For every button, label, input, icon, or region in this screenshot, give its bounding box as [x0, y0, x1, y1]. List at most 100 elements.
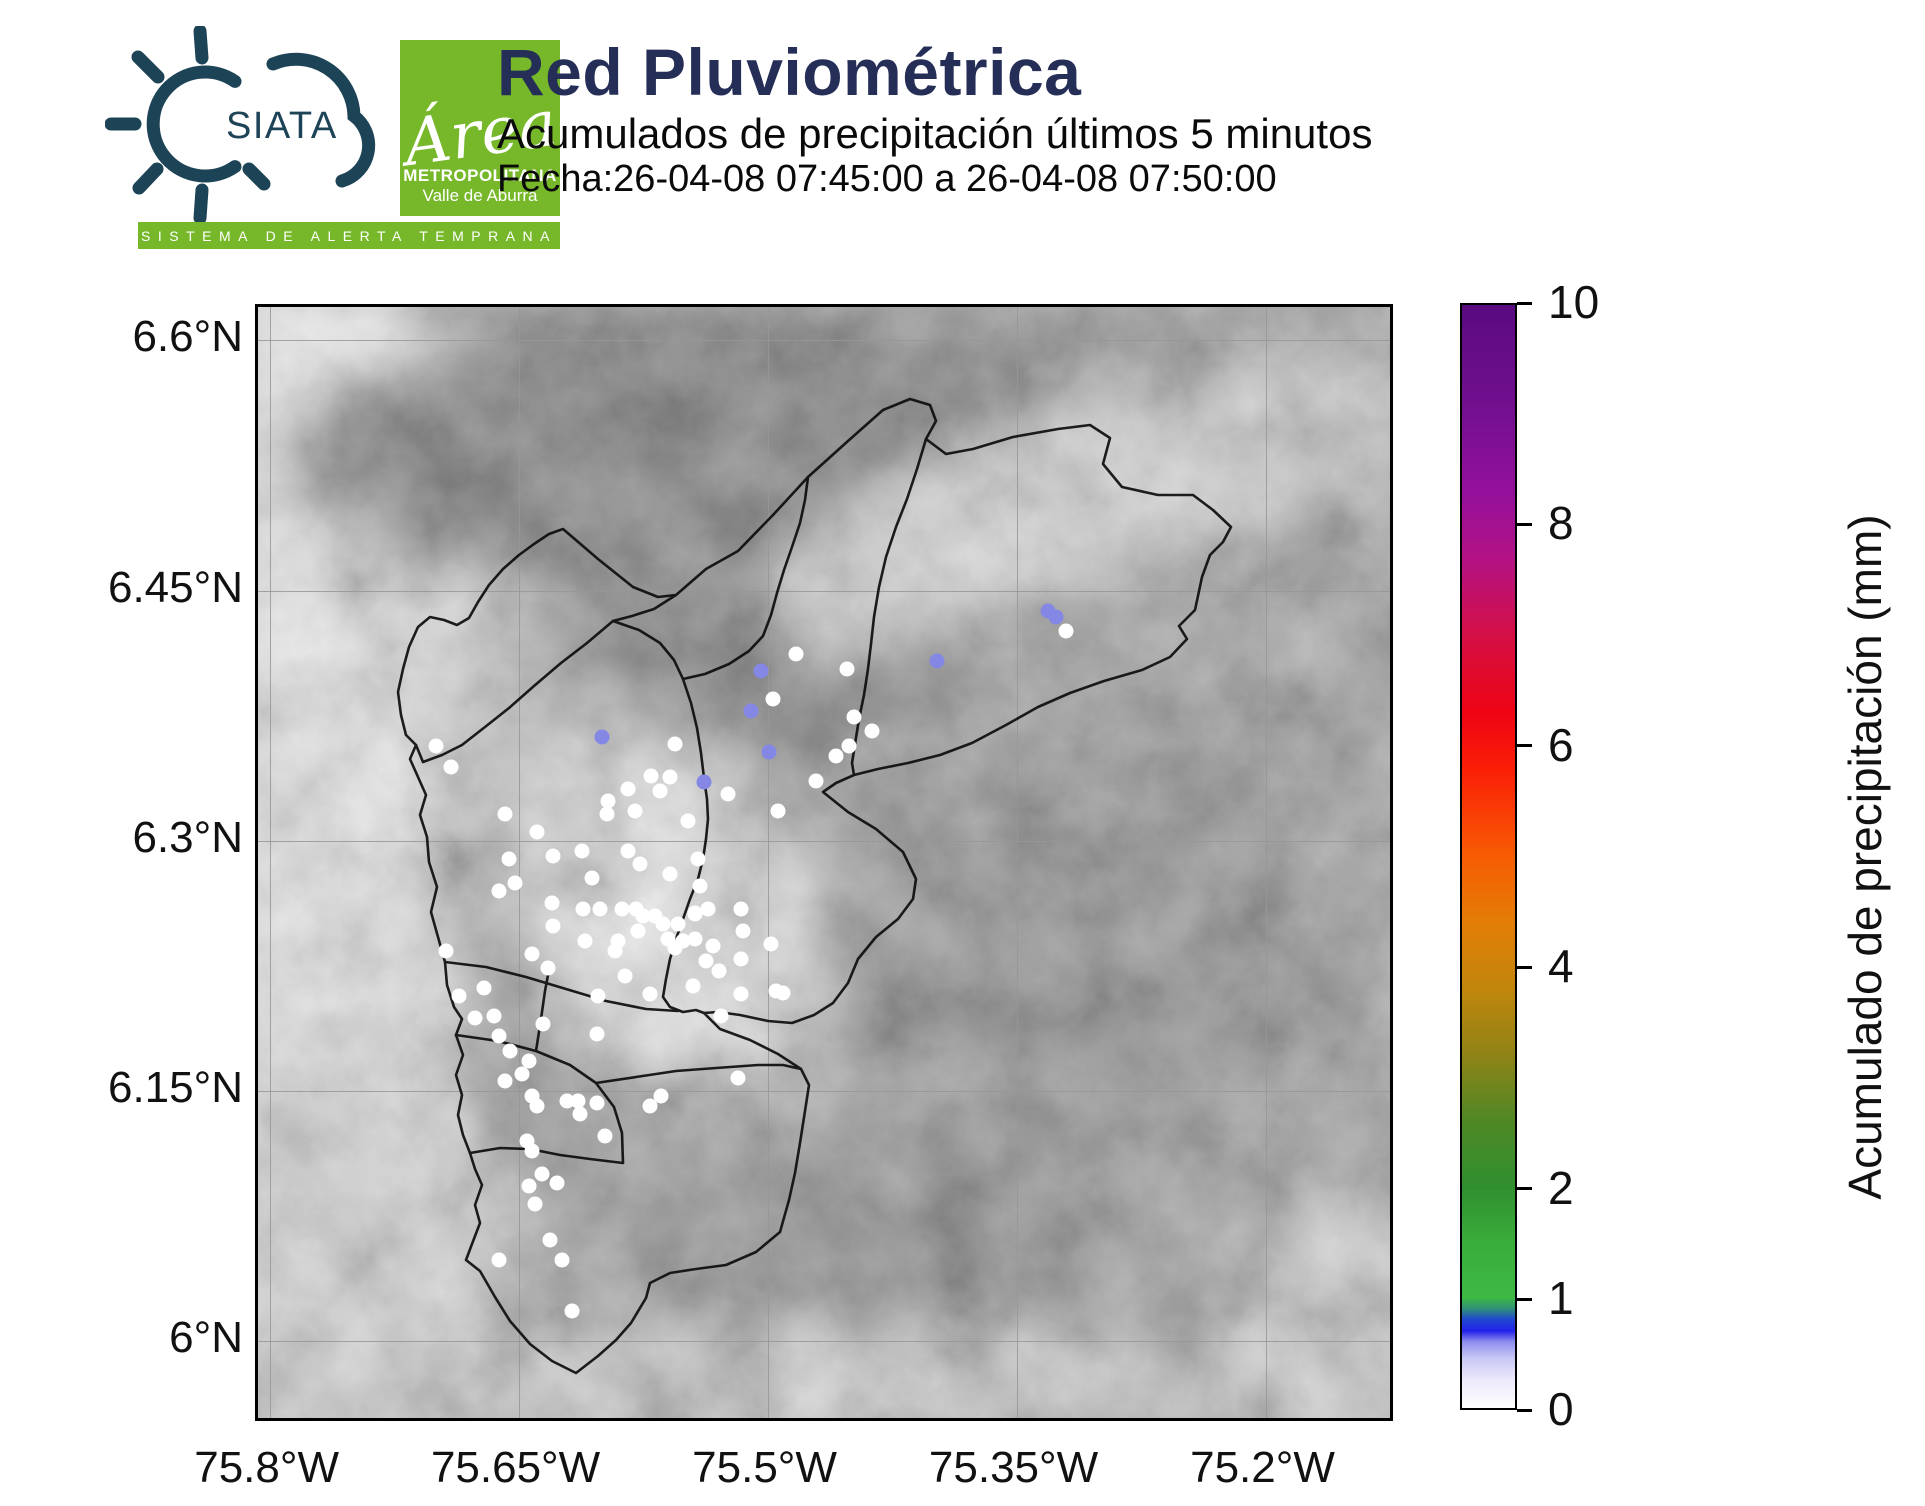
colorbar-tick-label: 6 — [1548, 718, 1574, 771]
colorbar-tick-label: 10 — [1548, 276, 1600, 328]
date-range: Fecha:26-04-08 07:45:00 a 26-04-08 07:50… — [497, 158, 1277, 200]
station-dot — [630, 923, 646, 939]
colorbar-tick-label: 4 — [1548, 940, 1574, 993]
station-dot — [451, 988, 467, 1004]
station-dot — [1058, 623, 1074, 639]
station-dot — [627, 803, 643, 819]
station-dot — [524, 946, 540, 962]
station-dot — [670, 916, 686, 932]
x-tick-label: 75.65°W — [430, 1443, 601, 1492]
y-tick-label: 6.15°N — [107, 1063, 243, 1113]
station-dot — [733, 901, 749, 917]
station-dot — [572, 1106, 588, 1122]
station-dot — [476, 980, 492, 996]
station-dot — [763, 936, 779, 952]
station-dot — [620, 843, 636, 859]
station-dot — [733, 986, 749, 1002]
station-dot — [594, 729, 610, 745]
station-dot — [592, 901, 608, 917]
gridline-v — [518, 307, 520, 1418]
station-dot — [692, 878, 707, 894]
station-dot — [808, 773, 824, 789]
station-dot — [542, 1232, 558, 1247]
station-dot — [502, 1043, 518, 1059]
station-dot — [770, 803, 786, 819]
gridline-v — [1016, 307, 1018, 1418]
station-dot — [643, 768, 659, 784]
station-dot — [614, 901, 629, 917]
colorbar-tick-label: 0 — [1548, 1383, 1574, 1435]
colorbar-tick-mark — [1517, 1408, 1532, 1412]
station-dot — [753, 663, 769, 679]
colorbar-tick-label: 1 — [1548, 1272, 1574, 1325]
colorbar-tick-label: 8 — [1548, 497, 1574, 550]
station-dot — [575, 901, 591, 917]
station-dot — [635, 908, 651, 924]
station-dot — [559, 1093, 575, 1109]
station-dot — [507, 875, 523, 891]
station-dot — [564, 1303, 580, 1319]
station-dot — [574, 843, 590, 859]
station-dot — [667, 736, 683, 752]
station-dot — [497, 806, 513, 822]
station-dot — [527, 1196, 543, 1212]
station-dot — [828, 748, 844, 764]
station-dot — [687, 905, 703, 921]
station-dot — [428, 738, 444, 754]
colorbar-tick-mark — [1517, 522, 1532, 526]
gridline-h — [258, 840, 1390, 842]
station-dot — [620, 781, 636, 797]
station-dot — [577, 933, 593, 949]
station-dot — [662, 769, 678, 785]
station-dot — [696, 774, 712, 790]
station-dot — [549, 1175, 565, 1191]
y-tick-label: 6.3°N — [132, 812, 243, 862]
station-dot — [529, 824, 545, 840]
station-dot — [491, 1252, 507, 1268]
station-dot — [491, 883, 507, 899]
amva-line1: METROPOLITANA — [403, 166, 557, 185]
station-dot — [660, 931, 676, 947]
station-dot — [705, 938, 721, 954]
y-tick-label: 6.6°N — [132, 312, 243, 362]
station-dot — [514, 1066, 530, 1082]
station-dot — [788, 646, 804, 662]
station-dot — [680, 813, 696, 829]
station-dot — [544, 895, 560, 911]
station-dot — [491, 1028, 507, 1044]
station-dot — [653, 1088, 669, 1104]
amva-line2: Valle de Aburrá — [422, 186, 538, 205]
terrain-layer — [258, 307, 1390, 1418]
station-dot — [700, 901, 716, 917]
station-dot — [642, 986, 658, 1002]
gridline-v — [1265, 307, 1267, 1418]
page-title: Red Pluviométrica — [497, 35, 1082, 109]
station-dot — [675, 933, 691, 949]
gridline-h — [258, 340, 1390, 342]
station-dot — [545, 918, 561, 934]
amva-logo: Área METROPOLITANA Valle de Aburrá — [399, 40, 561, 216]
station-dot — [841, 738, 857, 754]
gridline-h — [258, 1091, 1390, 1093]
station-dot — [690, 851, 706, 867]
station-dot — [545, 848, 561, 864]
station-dot — [443, 759, 459, 775]
siata-logo-text: SIATA — [226, 105, 338, 147]
x-tick-label: 75.8°W — [194, 1443, 339, 1492]
station-dot — [554, 1252, 570, 1268]
colorbar — [1460, 303, 1517, 1410]
station-dot — [652, 783, 668, 799]
station-dot — [743, 703, 759, 719]
station-dot — [521, 1178, 537, 1194]
siata-logo: SIATA — [105, 26, 376, 225]
x-tick-label: 75.2°W — [1190, 1443, 1335, 1492]
station-dot — [540, 960, 556, 976]
station-dot — [632, 856, 648, 872]
station-dot — [711, 963, 727, 979]
station-dot — [597, 1128, 613, 1144]
colorbar-tick-mark — [1517, 744, 1532, 748]
station-dot — [589, 1095, 605, 1111]
station-dot — [929, 653, 945, 669]
gridline-h — [258, 590, 1390, 592]
cloud-icon — [266, 52, 376, 188]
